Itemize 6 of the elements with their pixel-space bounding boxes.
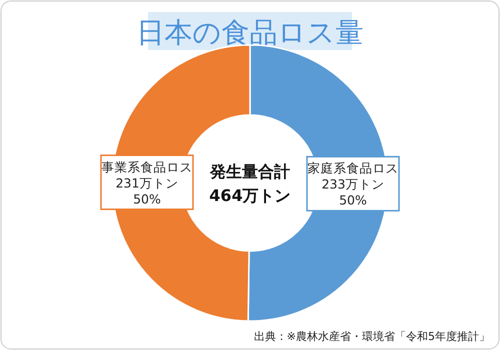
slice-label: 事業系食品ロス [102, 159, 192, 174]
slice-label: 家庭系食品ロス [308, 160, 398, 176]
data-label: 231万トン 50% [116, 175, 178, 206]
data-label: 233万トン 50% [322, 176, 384, 208]
text: 発生量合計 464万トン [209, 162, 291, 205]
source-note: 出典：※農林水産省・環境省「令和5年度推計」 [254, 330, 490, 343]
